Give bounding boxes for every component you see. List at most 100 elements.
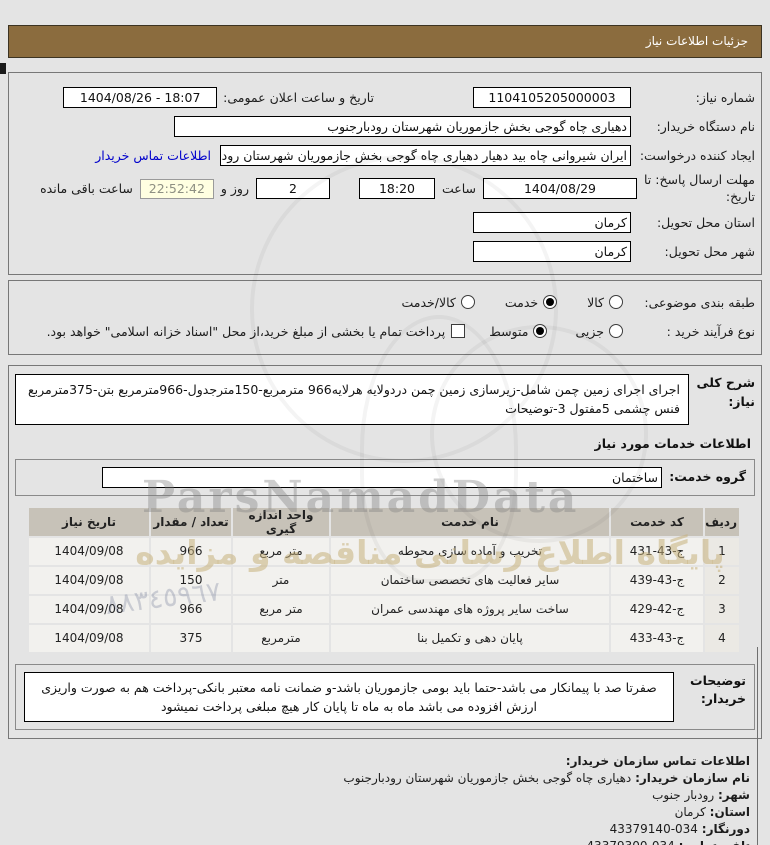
days-label: روز و bbox=[220, 181, 249, 197]
radio-medium[interactable] bbox=[533, 324, 548, 339]
deadline-hour-label: ساعت bbox=[441, 181, 476, 197]
delivery-province-label: استان محل تحویل: bbox=[656, 214, 755, 230]
cell-name: سایر فعالیت های تخصصی ساختمان bbox=[331, 566, 609, 594]
buyer-device-label: نام دستگاه خریدار: bbox=[656, 119, 755, 134]
need-details-page: جزئیات اطلاعات نیاز شماره نیاز: 11041052… bbox=[0, 25, 770, 845]
buyer-device-field[interactable]: دهیاری چاه گوجی بخش جازموریان شهرستان رو… bbox=[174, 116, 631, 137]
radio-minor[interactable] bbox=[609, 324, 623, 339]
cell-date: 1404/09/08 bbox=[29, 595, 149, 623]
org-phone-line: تلفن تماس: 43379300-034 bbox=[0, 838, 750, 845]
service-group-panel: گروه خدمت: ساختمان bbox=[15, 458, 755, 496]
process-type-row: نوع فرآیند خرید : جزیی متوسط پرداخت تمام… bbox=[13, 319, 755, 344]
announce-datetime-field[interactable]: 1404/08/26 - 18:07 bbox=[63, 87, 218, 108]
org-city-label: شهر: bbox=[718, 788, 750, 803]
org-city-line: شهر: رودبار جنوب bbox=[652, 788, 750, 803]
cell-code: 433-43-ج bbox=[611, 624, 703, 652]
treasury-note: پرداخت تمام یا بخشی از مبلغ خرید،از محل … bbox=[46, 323, 446, 339]
deadline-row: مهلت ارسال پاسخ: تا تاریخ: 1404/08/29 سا… bbox=[13, 172, 755, 206]
org-phone-label: تلفن تماس: bbox=[679, 839, 750, 845]
cell-name: تخریب و آماده سازی محوطه bbox=[331, 537, 609, 565]
table-row: 2 439-43-ج سایر فعالیت های تخصصی ساختمان… bbox=[29, 566, 739, 594]
cell-name: پایان دهی و تکمیل بنا bbox=[331, 624, 609, 652]
table-row: 3 429-42-ج ساخت سایر پروژه های مهندسی عم… bbox=[29, 595, 739, 623]
cell-row: 3 bbox=[705, 595, 739, 623]
request-creator-field[interactable]: ایران شیروانی چاه بید دهیار دهیاری چاه گ… bbox=[220, 145, 631, 166]
need-summary-box: اجرای اجرای زمین چمن شامل-زیرسازی زمین چ… bbox=[15, 373, 689, 425]
radio-goods-service[interactable] bbox=[460, 295, 475, 310]
cell-name: ساخت سایر پروژه های مهندسی عمران bbox=[331, 595, 609, 623]
services-table: ردیف کد خدمت نام خدمت واحد اندازه گیری ت… bbox=[27, 506, 741, 654]
radio-goods-label: کالا bbox=[587, 294, 604, 310]
request-creator-row: ایجاد کننده درخواست: ایران شیروانی چاه ب… bbox=[13, 143, 755, 168]
radio-goods[interactable] bbox=[609, 295, 623, 310]
remaining-label: ساعت باقی مانده bbox=[40, 181, 133, 197]
table-row: 1 431-43-ج تخریب و آماده سازی محوطه متر … bbox=[29, 537, 739, 565]
need-summary-row: شرح کلی نیاز: اجرای اجرای زمین چمن شامل-… bbox=[15, 373, 755, 425]
right-edge-line bbox=[757, 647, 758, 845]
service-group-field[interactable]: ساختمان bbox=[102, 466, 662, 488]
cell-unit: متر bbox=[233, 566, 329, 594]
cell-date: 1404/09/08 bbox=[29, 624, 149, 652]
buyer-notes-label: توضیحات خریدار: bbox=[690, 672, 746, 707]
org-fax-line: دورنگار: 43379140-034 bbox=[609, 822, 750, 837]
buyer-notes-panel: توضیحات خریدار: صفرتا صد با پیمانکار می … bbox=[15, 663, 755, 731]
delivery-province-row: استان محل تحویل: کرمان bbox=[13, 210, 755, 235]
delivery-province-field[interactable]: کرمان bbox=[473, 211, 631, 233]
page-title-bar: جزئیات اطلاعات نیاز bbox=[8, 25, 762, 58]
process-type-label: نوع فرآیند خرید : bbox=[666, 323, 755, 339]
cell-date: 1404/09/08 bbox=[29, 566, 149, 594]
col-code: کد خدمت bbox=[611, 507, 703, 536]
service-group-label: گروه خدمت: bbox=[669, 468, 746, 484]
col-unit: واحد اندازه گیری bbox=[233, 507, 329, 536]
col-name: نام خدمت bbox=[331, 507, 609, 536]
radio-service-label: خدمت bbox=[504, 294, 539, 310]
subject-classification-label: طبقه بندی موضوعی: bbox=[644, 294, 755, 310]
radio-service[interactable] bbox=[543, 295, 558, 310]
cell-code: 429-42-ج bbox=[611, 595, 703, 623]
delivery-city-row: شهر محل تحویل: کرمان bbox=[13, 239, 755, 264]
cell-date: 1404/09/08 bbox=[29, 537, 149, 565]
org-fax-label: دورنگار: bbox=[701, 822, 750, 837]
deadline-date-field[interactable]: 1404/08/29 bbox=[483, 178, 637, 200]
classification-panel: طبقه بندی موضوعی: کالا خدمت کالا/خدمت نو… bbox=[8, 279, 762, 355]
treasury-checkbox[interactable] bbox=[451, 324, 466, 339]
col-qty: تعداد / مقدار bbox=[151, 507, 231, 536]
cell-unit: مترمربع bbox=[233, 624, 329, 652]
need-summary-label: شرح کلی نیاز: bbox=[696, 374, 755, 409]
cell-qty: 966 bbox=[151, 537, 231, 565]
contact-info-section: اطلاعات تماس سازمان خریدار: نام سازمان خ… bbox=[0, 751, 758, 845]
cell-qty: 966 bbox=[151, 595, 231, 623]
subject-classification-row: طبقه بندی موضوعی: کالا خدمت کالا/خدمت bbox=[13, 290, 755, 315]
radio-minor-label: جزیی bbox=[575, 323, 604, 339]
cell-code: 431-43-ج bbox=[611, 537, 703, 565]
need-number-label: شماره نیاز: bbox=[695, 90, 755, 105]
deadline-time-field[interactable]: 18:20 bbox=[358, 178, 435, 200]
corner-mark bbox=[0, 63, 6, 74]
cell-unit: متر مربع bbox=[233, 595, 329, 623]
cell-qty: 375 bbox=[151, 624, 231, 652]
request-info-panel: شماره نیاز: 1104105205000003 تاریخ و ساع… bbox=[8, 72, 762, 275]
cell-row: 1 bbox=[705, 537, 739, 565]
need-number-row: شماره نیاز: 1104105205000003 تاریخ و ساع… bbox=[13, 85, 755, 110]
radio-goods-service-label: کالا/خدمت bbox=[401, 294, 456, 310]
request-creator-label: ایجاد کننده درخواست: bbox=[639, 148, 755, 163]
org-province-line: استان: کرمان bbox=[674, 805, 750, 820]
need-number-field[interactable]: 1104105205000003 bbox=[473, 87, 631, 108]
buyer-device-row: نام دستگاه خریدار: دهیاری چاه گوجی بخش ج… bbox=[13, 114, 755, 139]
need-description-panel: شرح کلی نیاز: اجرای اجرای زمین چمن شامل-… bbox=[8, 364, 762, 740]
col-row: ردیف bbox=[705, 507, 739, 536]
cell-code: 439-43-ج bbox=[611, 566, 703, 594]
announce-datetime-label: تاریخ و ساعت اعلان عمومی: bbox=[223, 90, 374, 105]
cell-qty: 150 bbox=[151, 566, 231, 594]
cell-row: 2 bbox=[705, 566, 739, 594]
radio-medium-label: متوسط bbox=[489, 323, 529, 339]
deadline-label: مهلت ارسال پاسخ: تا تاریخ: bbox=[644, 172, 755, 204]
days-remaining-field[interactable]: 2 bbox=[255, 178, 330, 200]
buyer-contact-link[interactable]: اطلاعات تماس خریدار bbox=[95, 148, 211, 163]
delivery-city-label: شهر محل تحویل: bbox=[664, 243, 755, 259]
delivery-city-field[interactable]: کرمان bbox=[473, 240, 631, 262]
org-province-label: استان: bbox=[709, 805, 750, 820]
cell-row: 4 bbox=[705, 624, 739, 652]
services-table-header: ردیف کد خدمت نام خدمت واحد اندازه گیری ت… bbox=[29, 507, 739, 536]
services-heading: اطلاعات خدمات مورد نیاز bbox=[594, 435, 752, 451]
